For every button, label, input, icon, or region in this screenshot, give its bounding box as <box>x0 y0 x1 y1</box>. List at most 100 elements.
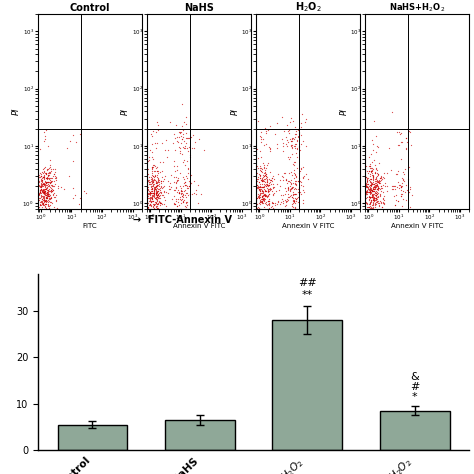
Point <box>36 188 44 196</box>
Point <box>379 200 386 207</box>
Point <box>253 175 260 182</box>
Point <box>173 197 180 204</box>
Point <box>375 178 383 186</box>
Point <box>148 185 155 193</box>
Point <box>295 128 303 136</box>
Point <box>151 208 159 215</box>
Point <box>256 206 264 213</box>
Point <box>41 188 48 196</box>
Point <box>183 184 191 191</box>
Point <box>151 173 158 181</box>
Point <box>261 191 269 198</box>
Point <box>370 197 377 204</box>
Point <box>369 146 377 154</box>
Point <box>48 178 55 186</box>
Point <box>245 185 253 193</box>
Point <box>293 164 301 172</box>
Point <box>150 190 158 198</box>
Point <box>263 173 271 181</box>
Point <box>286 182 294 190</box>
Point <box>398 174 406 182</box>
Point <box>33 191 40 199</box>
Point <box>36 146 43 153</box>
Point <box>262 172 270 180</box>
Point <box>262 200 269 208</box>
Point <box>265 185 273 193</box>
Point <box>300 163 307 170</box>
Point <box>45 172 52 179</box>
Point <box>244 195 251 202</box>
Point <box>157 213 164 220</box>
Point <box>367 196 374 204</box>
Point <box>40 206 47 213</box>
Point <box>365 167 373 175</box>
Point <box>366 194 374 201</box>
Point <box>38 203 46 211</box>
Point <box>150 184 157 191</box>
Point <box>372 132 380 140</box>
Point <box>43 195 50 202</box>
Point <box>39 188 46 195</box>
Point <box>367 167 374 174</box>
Point <box>387 166 395 174</box>
Point <box>45 203 52 210</box>
Point <box>284 186 292 194</box>
Point <box>44 193 51 201</box>
Point <box>260 184 267 191</box>
Point <box>292 195 300 203</box>
Point <box>265 182 273 189</box>
Point <box>156 191 164 199</box>
Point <box>362 181 370 189</box>
Point <box>363 177 370 184</box>
Point <box>251 140 259 147</box>
Point <box>41 178 48 185</box>
Point <box>380 197 388 204</box>
Point <box>283 197 291 205</box>
Point <box>46 174 54 182</box>
Point <box>283 195 291 203</box>
Point <box>261 191 268 199</box>
Point <box>356 177 364 185</box>
Point <box>167 171 174 179</box>
Point <box>142 197 150 204</box>
Point <box>265 201 273 209</box>
Point <box>372 182 379 189</box>
Point <box>401 165 409 173</box>
Point <box>377 184 385 191</box>
Point <box>197 190 204 197</box>
Point <box>39 199 46 207</box>
Point <box>148 153 155 160</box>
Point <box>141 197 149 204</box>
Point <box>259 176 266 183</box>
Point <box>45 164 53 172</box>
Point <box>369 159 376 166</box>
Point <box>149 179 157 186</box>
Point <box>42 132 49 140</box>
Point <box>176 170 184 177</box>
Point <box>36 200 44 207</box>
Point <box>273 188 280 195</box>
Point <box>371 185 378 193</box>
Point <box>374 142 381 150</box>
Point <box>30 193 38 201</box>
Point <box>371 169 378 176</box>
Point <box>177 200 184 207</box>
Point <box>297 164 305 172</box>
Point <box>254 175 262 182</box>
Point <box>285 155 292 163</box>
Point <box>41 215 49 222</box>
X-axis label: FITC: FITC <box>82 223 97 229</box>
Point <box>142 207 149 215</box>
Point <box>372 179 379 187</box>
Point <box>46 187 54 194</box>
Point <box>263 178 270 186</box>
Point <box>259 177 266 185</box>
Point <box>280 173 287 181</box>
Point <box>42 201 50 208</box>
Point <box>182 178 189 186</box>
Point <box>38 168 46 175</box>
Point <box>32 169 40 176</box>
Point <box>372 175 380 183</box>
Point <box>392 170 400 178</box>
Point <box>178 192 186 200</box>
